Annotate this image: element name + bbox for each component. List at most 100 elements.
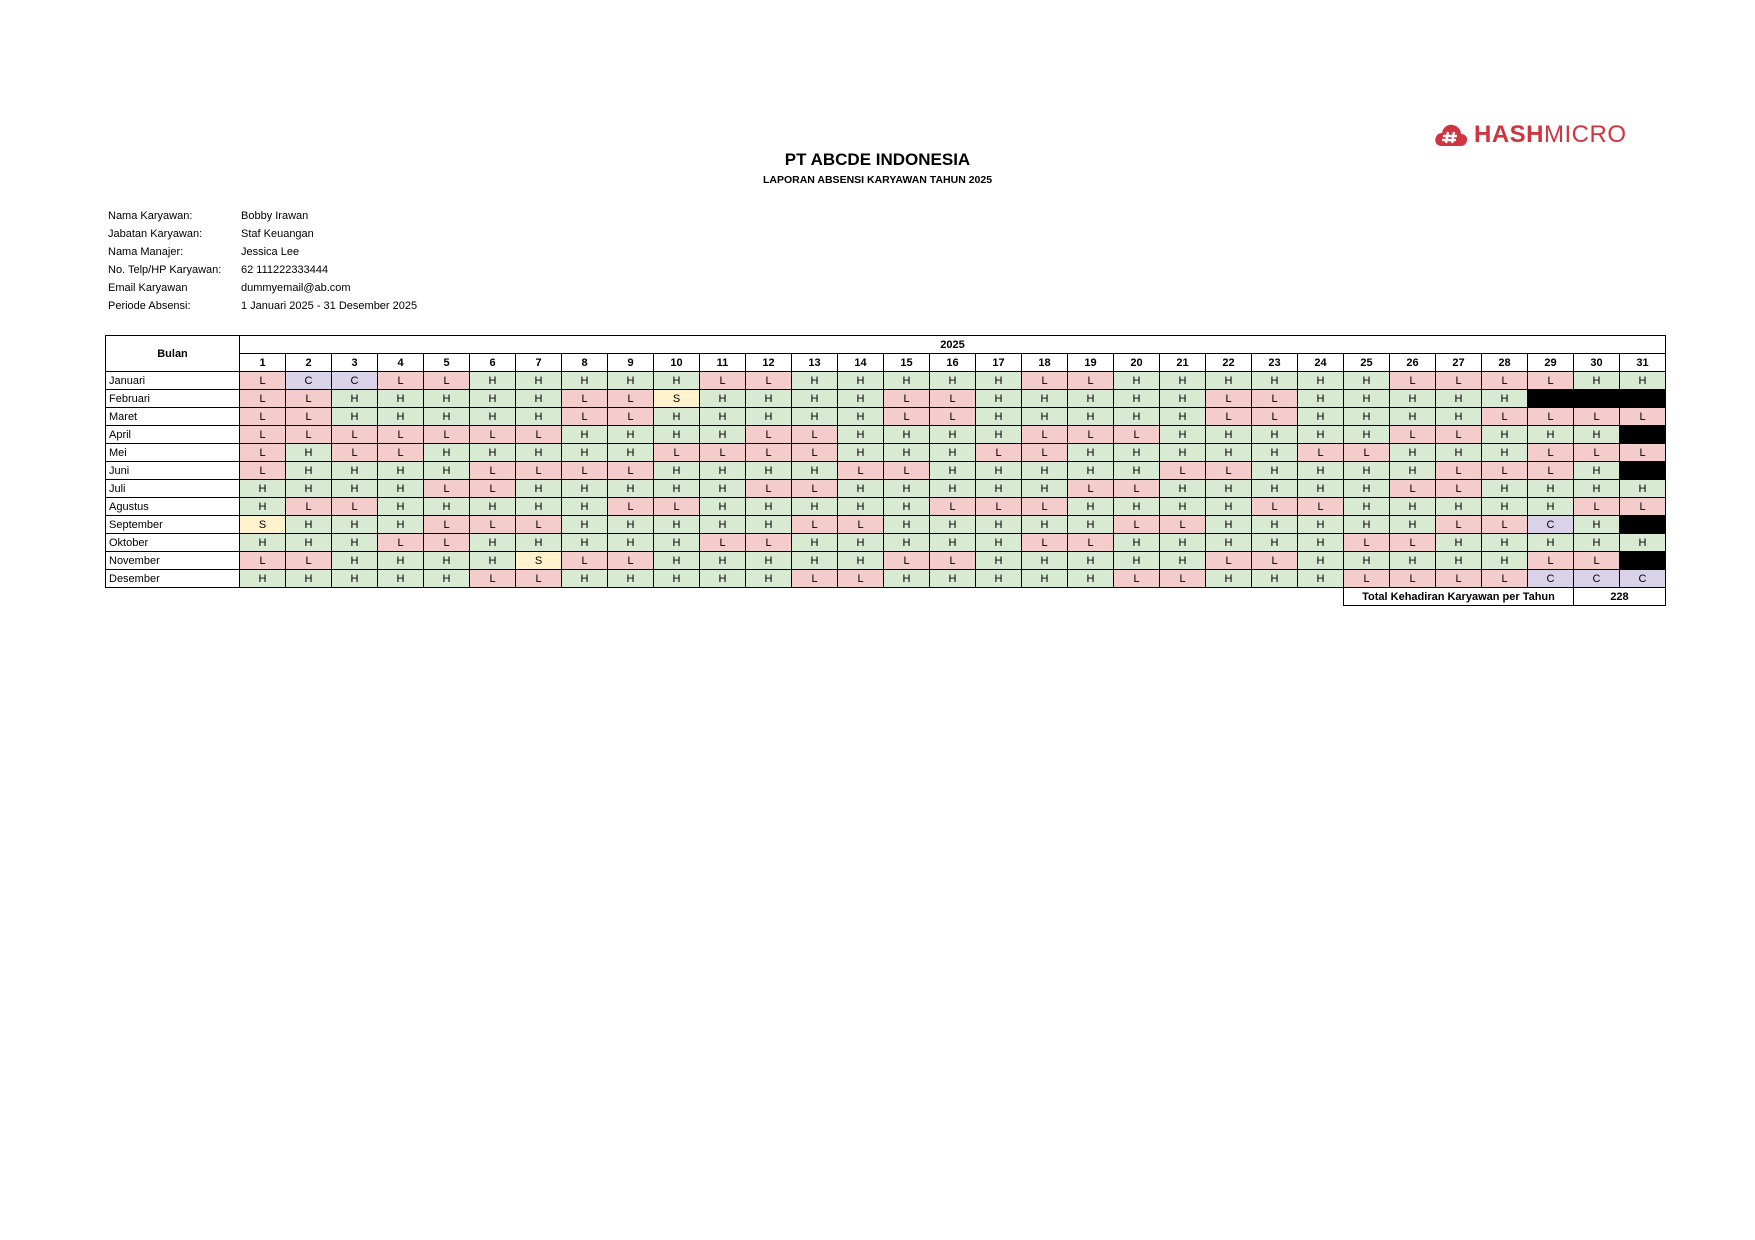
attendance-cell: H — [423, 407, 470, 426]
attendance-cell: H — [883, 479, 930, 498]
attendance-cell: H — [1021, 479, 1068, 498]
attendance-cell: L — [1573, 497, 1620, 516]
month-name: Januari — [105, 371, 240, 390]
attendance-cell: H — [1251, 371, 1298, 390]
attendance-cell: H — [837, 371, 884, 390]
logo-text: HASHMICRO — [1474, 121, 1627, 149]
attendance-cell: L — [377, 371, 424, 390]
day-header: 30 — [1573, 353, 1620, 372]
attendance-cell: L — [883, 389, 930, 408]
total-label: Total Kehadiran Karyawan per Tahun — [1343, 587, 1574, 606]
attendance-cell: L — [1251, 551, 1298, 570]
info-value: Staf Keuangan — [241, 228, 314, 240]
attendance-cell: L — [1251, 389, 1298, 408]
attendance-cell: L — [1021, 443, 1068, 462]
attendance-cell: H — [791, 533, 838, 552]
day-header: 1 — [239, 353, 286, 372]
month-name: Februari — [105, 389, 240, 408]
attendance-cell: H — [699, 551, 746, 570]
attendance-cell: H — [561, 479, 608, 498]
attendance-cell: H — [1481, 533, 1528, 552]
attendance-cell: H — [1113, 497, 1160, 516]
attendance-cell: H — [1573, 461, 1620, 480]
attendance-cell: H — [331, 515, 378, 534]
attendance-cell: L — [239, 443, 286, 462]
attendance-cell: H — [975, 389, 1022, 408]
day-header: 5 — [423, 353, 470, 372]
attendance-cell: L — [1389, 371, 1436, 390]
attendance-cell: L — [239, 371, 286, 390]
attendance-cell: L — [1067, 479, 1114, 498]
attendance-cell: H — [837, 425, 884, 444]
attendance-cell: H — [1113, 407, 1160, 426]
attendance-cell: H — [285, 461, 332, 480]
attendance-cell: L — [1527, 371, 1574, 390]
attendance-cell: L — [1481, 407, 1528, 426]
attendance-cell: L — [1251, 497, 1298, 516]
logo-icon — [1435, 124, 1468, 146]
attendance-cell: H — [1481, 479, 1528, 498]
attendance-cell: H — [1481, 497, 1528, 516]
attendance-cell: L — [1343, 443, 1390, 462]
attendance-cell: H — [1251, 515, 1298, 534]
attendance-cell: H — [929, 569, 976, 588]
attendance-cell: L — [837, 569, 884, 588]
info-row: Jabatan Karyawan: Staf Keuangan — [108, 228, 417, 246]
attendance-cell: H — [561, 443, 608, 462]
attendance-cell: L — [1205, 389, 1252, 408]
attendance-cell: C — [285, 371, 332, 390]
day-header: 26 — [1389, 353, 1436, 372]
info-label: Periode Absensi: — [108, 300, 191, 312]
attendance-cell: H — [1297, 461, 1344, 480]
attendance-cell: H — [653, 461, 700, 480]
info-row: Nama Manajer: Jessica Lee — [108, 246, 417, 264]
attendance-cell: H — [1573, 533, 1620, 552]
attendance-cell — [1619, 425, 1666, 444]
attendance-cell: H — [1435, 551, 1482, 570]
attendance-cell: H — [1527, 533, 1574, 552]
attendance-cell: H — [1021, 515, 1068, 534]
info-value: Bobby Irawan — [241, 210, 309, 222]
attendance-cell: H — [469, 551, 516, 570]
attendance-cell: L — [1159, 461, 1206, 480]
attendance-cell: H — [1527, 497, 1574, 516]
attendance-cell: L — [745, 533, 792, 552]
attendance-cell: L — [1389, 425, 1436, 444]
attendance-cell: H — [423, 461, 470, 480]
attendance-cell: L — [745, 443, 792, 462]
attendance-cell — [1527, 389, 1574, 408]
attendance-cell: H — [331, 569, 378, 588]
attendance-cell: H — [1159, 371, 1206, 390]
attendance-cell: H — [1067, 443, 1114, 462]
attendance-cell: H — [1435, 443, 1482, 462]
attendance-cell: H — [699, 569, 746, 588]
attendance-cell: H — [377, 551, 424, 570]
attendance-cell: L — [239, 551, 286, 570]
day-header: 4 — [377, 353, 424, 372]
month-row: Mei L H L L H H H H H L L L L H H H L L H H H H H L L H H H L L L — [105, 443, 1666, 462]
attendance-cell: L — [561, 551, 608, 570]
attendance-cell: H — [1389, 461, 1436, 480]
attendance-cell: L — [423, 425, 470, 444]
attendance-cell: L — [1619, 497, 1666, 516]
attendance-cell: H — [975, 407, 1022, 426]
attendance-cell: H — [745, 515, 792, 534]
info-value: 1 Januari 2025 - 31 Desember 2025 — [241, 300, 418, 312]
attendance-cell: L — [653, 443, 700, 462]
attendance-cell: H — [1159, 497, 1206, 516]
attendance-cell: H — [883, 569, 930, 588]
attendance-cell: L — [377, 533, 424, 552]
attendance-cell: L — [1251, 407, 1298, 426]
attendance-cell: H — [883, 425, 930, 444]
logo-bold: HASH — [1474, 121, 1545, 148]
attendance-cell: H — [1205, 479, 1252, 498]
attendance-cell: H — [745, 461, 792, 480]
day-header: 7 — [515, 353, 562, 372]
info-label: Nama Manajer: — [108, 246, 184, 258]
attendance-cell: H — [1343, 461, 1390, 480]
attendance-cell: H — [1159, 551, 1206, 570]
attendance-cell — [1573, 389, 1620, 408]
attendance-cell: L — [469, 569, 516, 588]
attendance-cell: L — [1297, 497, 1344, 516]
attendance-cell: H — [1297, 569, 1344, 588]
